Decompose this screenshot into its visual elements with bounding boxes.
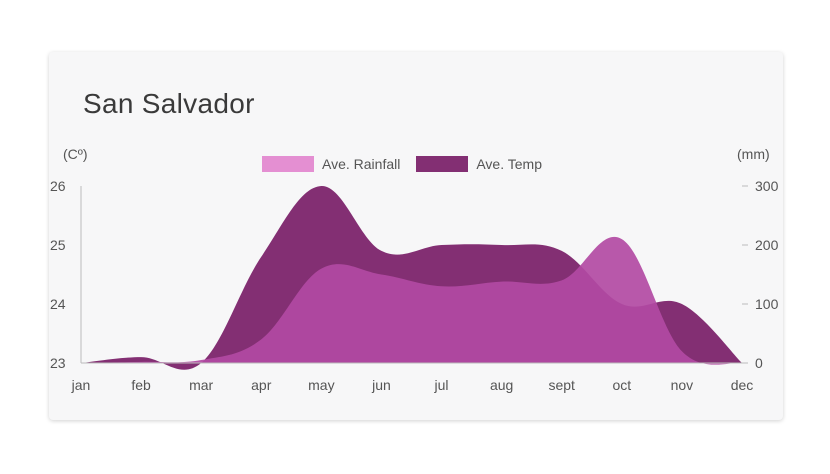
x-tick-label: nov xyxy=(671,377,694,393)
x-tick-label: mar xyxy=(189,377,213,393)
legend-label-rainfall: Ave. Rainfall xyxy=(322,156,401,172)
left-tick-label: 23 xyxy=(50,355,66,371)
left-tick-label: 26 xyxy=(50,178,66,194)
legend-item-rainfall[interactable]: Ave. Rainfall xyxy=(262,156,400,172)
x-tick-label: dec xyxy=(731,377,754,393)
x-tick-label: jan xyxy=(71,377,91,393)
x-tick-label: sept xyxy=(548,377,575,393)
x-tick-label: oct xyxy=(612,377,631,393)
legend: Ave. Rainfall Ave. Temp xyxy=(262,154,558,174)
x-tick-label: jun xyxy=(371,377,391,393)
legend-swatch-rainfall xyxy=(262,156,314,172)
legend-item-temp[interactable]: Ave. Temp xyxy=(416,156,542,172)
left-axis-unit: (Cº) xyxy=(63,146,88,162)
series-area-rainfall xyxy=(81,236,742,365)
right-tick-label: 0 xyxy=(755,355,763,371)
right-axis-unit: (mm) xyxy=(737,146,770,162)
chart-title: San Salvador xyxy=(83,88,255,119)
legend-label-temp: Ave. Temp xyxy=(476,156,542,172)
left-tick-label: 24 xyxy=(50,296,66,312)
right-tick-label: 200 xyxy=(755,237,779,253)
right-tick-label: 300 xyxy=(755,178,779,194)
x-tick-label: apr xyxy=(251,377,272,393)
left-tick-label: 25 xyxy=(50,237,66,253)
right-tick-label: 100 xyxy=(755,296,779,312)
x-tick-label: feb xyxy=(131,377,151,393)
x-tick-label: jul xyxy=(434,377,449,393)
legend-swatch-temp xyxy=(416,156,469,172)
x-tick-label: may xyxy=(308,377,334,393)
x-tick-label: aug xyxy=(490,377,513,393)
